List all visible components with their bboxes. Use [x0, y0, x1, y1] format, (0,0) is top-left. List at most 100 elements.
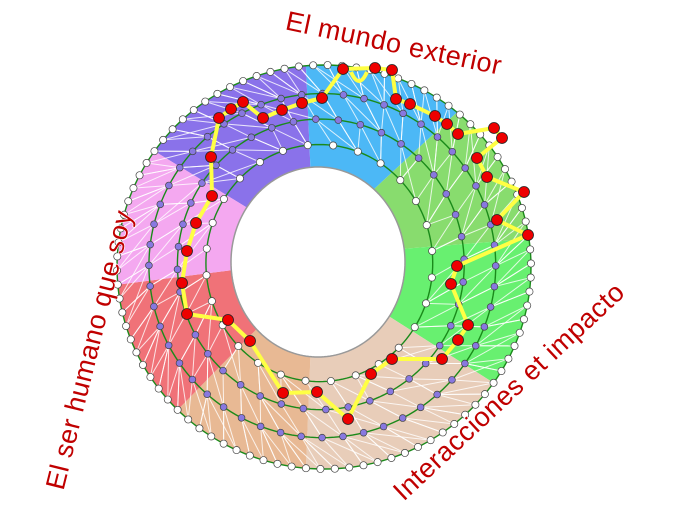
- spoke: [116, 244, 151, 271]
- spoke: [400, 113, 404, 144]
- spoke: [191, 353, 209, 380]
- spoke: [370, 69, 404, 114]
- spoke: [223, 406, 237, 451]
- spoke: [420, 124, 435, 176]
- white-node: [184, 415, 193, 424]
- white-node: [202, 271, 211, 280]
- blue-node: [480, 201, 489, 209]
- spoke: [125, 265, 150, 327]
- white-node: [239, 77, 248, 86]
- spoke: [363, 432, 392, 459]
- white-node: [163, 395, 172, 404]
- spoke: [191, 334, 196, 380]
- red-node: [462, 319, 474, 331]
- spoke: [343, 94, 361, 125]
- blue-node: [203, 132, 212, 141]
- blue-node: [175, 163, 184, 172]
- spoke: [431, 214, 456, 252]
- blue-node: [471, 342, 480, 350]
- spoke: [270, 71, 302, 96]
- highlighted-path: [176, 62, 534, 425]
- red-node: [451, 260, 463, 272]
- spoke: [201, 177, 240, 184]
- white-node: [132, 348, 141, 357]
- white-node: [208, 218, 217, 227]
- spoke: [437, 394, 476, 406]
- spoke: [120, 203, 161, 229]
- blue-node: [380, 101, 388, 109]
- white-node: [525, 287, 534, 296]
- red-node: [181, 308, 193, 320]
- white-node: [113, 266, 121, 275]
- spoke: [148, 246, 179, 266]
- blue-node: [297, 432, 305, 441]
- white-node: [159, 135, 168, 144]
- spoke: [128, 184, 170, 202]
- spoke: [343, 94, 382, 134]
- spoke: [390, 390, 421, 408]
- spoke: [300, 436, 321, 470]
- red-node: [244, 335, 256, 347]
- white-node: [252, 72, 261, 80]
- red-node: [342, 413, 354, 425]
- spoke: [153, 291, 181, 307]
- spoke: [431, 236, 462, 252]
- blue-node: [421, 359, 430, 368]
- blue-node: [198, 179, 206, 187]
- spoke: [383, 104, 402, 145]
- white-node: [527, 259, 535, 268]
- blue-node: [414, 154, 423, 162]
- spoke: [301, 94, 339, 121]
- spoke: [229, 86, 262, 106]
- spoke: [284, 68, 303, 96]
- white-node: [122, 322, 130, 331]
- hole: [230, 166, 406, 358]
- blue-node: [451, 210, 460, 219]
- white-node: [387, 454, 396, 462]
- spoke: [121, 285, 151, 313]
- spoke: [399, 143, 402, 181]
- white-node: [414, 443, 422, 451]
- white-node: [287, 462, 296, 471]
- spoke: [206, 353, 209, 395]
- spoke: [280, 432, 307, 469]
- spoke: [256, 75, 282, 99]
- white-node: [245, 451, 254, 460]
- white-node: [480, 390, 489, 399]
- spoke: [271, 127, 284, 152]
- blue-node: [417, 120, 425, 128]
- spoke: [399, 157, 420, 181]
- spoke: [251, 136, 284, 152]
- white-node: [526, 245, 535, 254]
- blue-node: [416, 403, 425, 412]
- blue-node: [277, 94, 285, 103]
- spoke: [418, 124, 422, 159]
- white-node: [420, 86, 429, 95]
- spoke: [461, 224, 491, 238]
- white-node: [219, 195, 228, 203]
- blue-node: [486, 303, 495, 311]
- red-node: [190, 217, 202, 229]
- spoke: [420, 406, 455, 425]
- white-node: [461, 410, 470, 419]
- spoke: [464, 363, 502, 372]
- spoke: [380, 104, 385, 133]
- white-node: [118, 308, 127, 317]
- spoke: [168, 182, 202, 186]
- red-node: [488, 122, 500, 134]
- white-node: [466, 120, 475, 129]
- white-node: [396, 176, 405, 185]
- spoke: [409, 378, 452, 381]
- white-node: [489, 378, 498, 387]
- spoke: [298, 66, 323, 94]
- spoke: [130, 306, 155, 340]
- spoke: [342, 436, 364, 466]
- spoke: [260, 426, 264, 461]
- spoke: [260, 426, 278, 465]
- spoke: [359, 124, 382, 164]
- spoke: [484, 305, 528, 328]
- spoke: [256, 75, 302, 96]
- spoke: [495, 235, 529, 267]
- spoke: [241, 417, 251, 456]
- spoke: [116, 223, 155, 271]
